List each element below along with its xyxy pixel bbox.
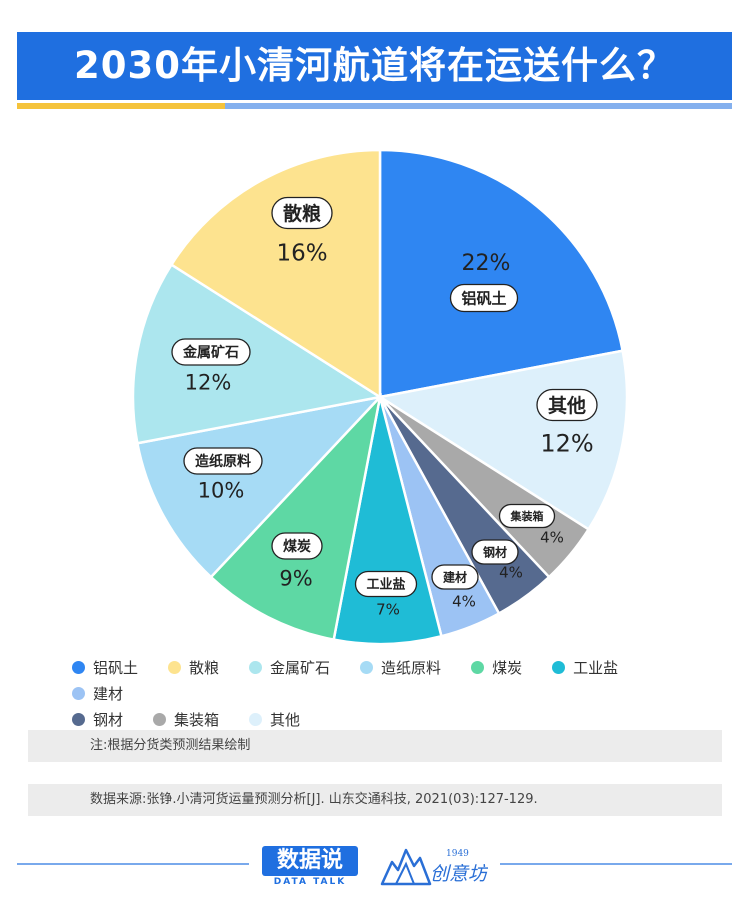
slice-label-6: 工业盐 [354, 570, 418, 598]
slice-percent-10: 16% [276, 240, 327, 266]
pie-slice-1 [378, 148, 625, 399]
data-talk-logo-main: 数据说 [262, 846, 358, 876]
slice-percent-5: 4% [452, 592, 476, 610]
slice-label-text: 钢材 [483, 544, 507, 559]
chuangyifang-logo: 1949 创意坊 [380, 842, 490, 890]
legend-label: 建材 [93, 684, 124, 703]
legend-item: 集装箱 [153, 709, 219, 729]
slice-label-text: 散粮 [283, 202, 321, 225]
legend-swatch [360, 660, 374, 674]
legend-label: 其他 [270, 710, 301, 729]
slice-percent-1: 22% [462, 251, 511, 276]
legend-item: 金属矿石 [249, 657, 330, 677]
legend-label: 工业盐 [573, 658, 619, 677]
title-underline-yellow [17, 103, 225, 109]
legend-label: 金属矿石 [270, 658, 331, 677]
slice-label-text: 铝矾土 [461, 289, 506, 307]
footer-line-right [500, 863, 732, 865]
slice-label-text: 工业盐 [366, 577, 405, 593]
slice-label-text: 金属矿石 [182, 344, 239, 361]
legend-item: 钢材 [72, 709, 123, 729]
legend-swatch [249, 712, 263, 726]
slice-percent-7: 9% [279, 567, 312, 591]
mountain-icon: 1949 创意坊 [380, 848, 490, 886]
slice-percent-4: 4% [499, 563, 523, 581]
slice-percent-8: 10% [198, 479, 245, 503]
logo-year: 1949 [446, 849, 469, 859]
pie-chart: 铝矾土 22% 其他 12% 集装箱 4% 钢材 4% 建材 4% 工业盐 7% 煤炭 9% 造纸原料 10%… [131, 148, 629, 646]
slice-label-2: 其他 [536, 388, 598, 422]
logo-name: 创意坊 [430, 863, 488, 885]
legend-swatch [249, 660, 263, 674]
legend-swatch [168, 660, 182, 674]
legend-item: 散粮 [168, 657, 219, 677]
legend-row: 铝矾土 散粮 金属矿石 造纸原料 煤炭 工业盐建材 [72, 657, 712, 709]
slice-label-5: 建材 [431, 564, 479, 590]
legend-label: 钢材 [93, 710, 124, 729]
slice-label-9: 金属矿石 [171, 338, 251, 366]
page-title: 2030年小清河航道将在运送什么？ [74, 44, 675, 87]
source-box: 数据来源:张铮.小清河货运量预测分析[J]. 山东交通科技, 2021(03):… [28, 784, 722, 816]
legend-item: 煤炭 [471, 657, 522, 677]
slice-percent-3: 4% [540, 528, 564, 546]
slice-label-8: 造纸原料 [183, 447, 263, 475]
legend-label: 铝矾土 [93, 658, 139, 677]
legend-row: 钢材 集装箱 其他 [72, 709, 712, 735]
legend-item: 其他 [249, 709, 300, 729]
legend-item: 建材 [72, 683, 123, 703]
title-underline-blue [225, 103, 732, 109]
legend-swatch [471, 660, 485, 674]
note-box: 注:根据分货类预测结果绘制 [28, 730, 722, 762]
slice-label-3: 集装箱 [498, 503, 556, 529]
slice-label-7: 煤炭 [271, 532, 323, 560]
footer-line-left [17, 863, 249, 865]
legend-item: 工业盐 [552, 657, 618, 677]
data-talk-logo-sub: DATA TALK [273, 877, 347, 887]
legend: 铝矾土 散粮 金属矿石 造纸原料 煤炭 工业盐建材 钢材 集装箱 其他 [72, 657, 712, 735]
legend-label: 煤炭 [492, 658, 523, 677]
slice-label-text: 其他 [548, 394, 586, 417]
legend-swatch [72, 712, 85, 726]
data-talk-logo: 数据说 DATA TALK [262, 846, 358, 888]
note-text: 注:根据分货类预测结果绘制 [90, 738, 251, 753]
slice-percent-6: 7% [376, 600, 400, 618]
legend-item: 造纸原料 [360, 657, 441, 677]
pie-slice-8 [135, 395, 384, 579]
legend-label: 集装箱 [174, 710, 220, 729]
slice-label-1: 铝矾土 [449, 283, 519, 313]
title-bar: 2030年小清河航道将在运送什么？ [17, 32, 732, 100]
legend-label: 散粮 [189, 658, 220, 677]
slice-label-text: 建材 [442, 569, 467, 584]
legend-label: 造纸原料 [381, 658, 442, 677]
slice-percent-2: 12% [540, 430, 593, 458]
slice-label-4: 钢材 [471, 539, 519, 565]
slice-label-text: 煤炭 [283, 538, 311, 555]
legend-swatch [153, 712, 167, 726]
slice-label-10: 散粮 [271, 196, 333, 230]
legend-swatch [552, 660, 566, 674]
legend-item: 铝矾土 [72, 657, 138, 677]
pie-slice-7 [209, 393, 383, 642]
pie-slice-9 [131, 262, 384, 445]
legend-swatch [72, 660, 85, 674]
slice-label-text: 集装箱 [510, 509, 544, 523]
slice-percent-9: 12% [185, 371, 232, 395]
legend-swatch [72, 686, 85, 700]
slice-label-text: 造纸原料 [195, 453, 251, 470]
source-text: 数据来源:张铮.小清河货运量预测分析[J]. 山东交通科技, 2021(03):… [90, 792, 538, 807]
